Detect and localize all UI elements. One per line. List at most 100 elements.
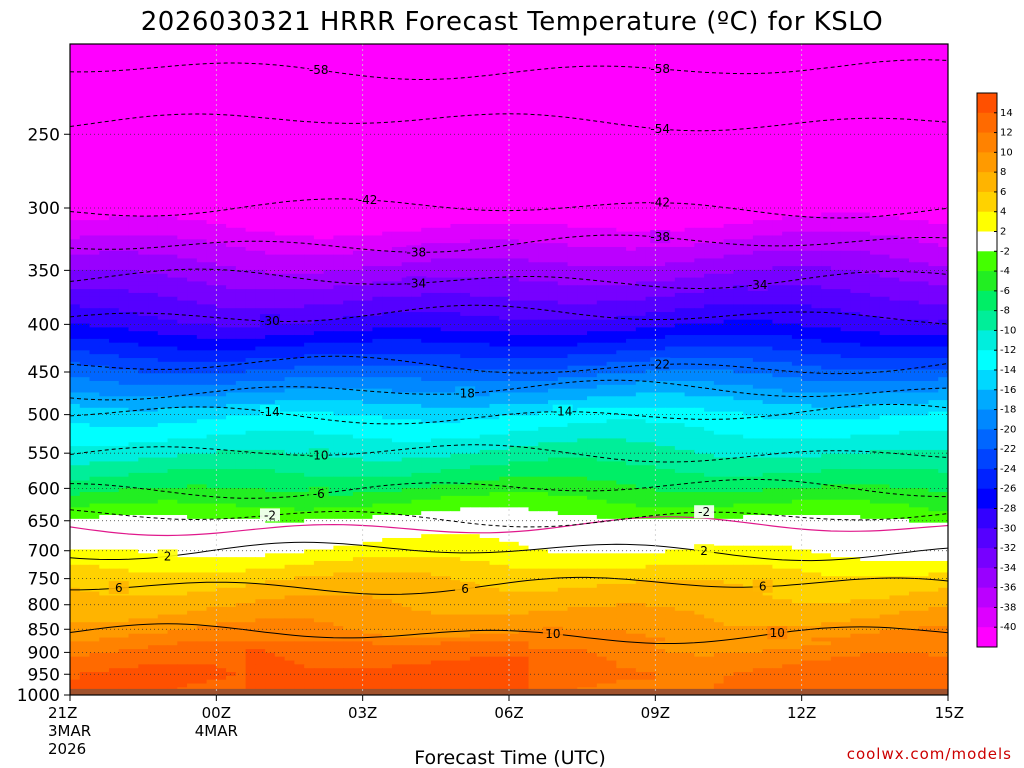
- temp-cell: [157, 212, 169, 217]
- temp-cell: [352, 63, 364, 68]
- temp-cell: [518, 74, 530, 80]
- temp-cell: [626, 89, 637, 95]
- temp-cell: [167, 212, 178, 217]
- temp-cell: [791, 51, 803, 57]
- temp-cell: [918, 105, 930, 110]
- temp-cell: [587, 89, 598, 95]
- temp-cell: [226, 143, 237, 148]
- temp-cell: [587, 212, 598, 217]
- temp-cell: [430, 227, 442, 233]
- temp-cell: [89, 147, 100, 152]
- temp-cell: [313, 201, 325, 206]
- temp-cell: [635, 78, 647, 83]
- temp-cell: [401, 193, 413, 198]
- temp-cell: [752, 112, 764, 118]
- temp-cell: [206, 66, 217, 72]
- temp-cell: [908, 101, 920, 106]
- temp-cell: [782, 223, 793, 229]
- temp-cell: [860, 93, 871, 99]
- temp-cell: [713, 101, 725, 106]
- temp-cell: [167, 70, 178, 76]
- temp-cell: [226, 78, 237, 83]
- temp-cell: [811, 105, 822, 110]
- temp-cell: [509, 120, 520, 126]
- temp-cell: [548, 185, 559, 191]
- temp-cell: [899, 155, 910, 160]
- temp-cell: [255, 44, 266, 49]
- temp-cell: [616, 204, 627, 210]
- temp-cell: [235, 116, 247, 122]
- temp-cell: [274, 112, 286, 118]
- temp-cell: [821, 63, 832, 68]
- temp-cell: [733, 185, 744, 191]
- temp-cell: [177, 59, 188, 64]
- temp-cell: [548, 97, 559, 103]
- temp-cell: [333, 204, 344, 210]
- temp-cell: [128, 158, 139, 164]
- temp-cell: [294, 158, 305, 164]
- temp-cell: [167, 166, 178, 171]
- temp-cell: [577, 197, 588, 202]
- temp-cell: [674, 63, 686, 68]
- temp-cell: [908, 86, 920, 91]
- temp-cell: [372, 243, 383, 248]
- temp-cell: [489, 101, 500, 106]
- temp-cell: [284, 128, 295, 133]
- temp-cell: [538, 78, 549, 83]
- temp-cell: [704, 220, 715, 225]
- temp-cell: [723, 128, 734, 133]
- temp-cell: [89, 243, 100, 248]
- temp-cell: [440, 216, 452, 221]
- temp-cell: [733, 204, 744, 210]
- temp-cell: [518, 44, 530, 49]
- temp-cell: [782, 178, 793, 183]
- temp-cell: [782, 93, 793, 99]
- temp-cell: [109, 235, 120, 240]
- temp-cell: [733, 155, 744, 160]
- temp-cell: [684, 151, 695, 156]
- temp-cell: [469, 174, 481, 179]
- temp-cell: [265, 47, 276, 53]
- temp-cell: [216, 220, 227, 225]
- temp-cell: [567, 82, 578, 87]
- temp-cell: [869, 128, 881, 133]
- temp-cell: [635, 55, 647, 60]
- temp-cell: [928, 132, 939, 137]
- temp-cell: [548, 120, 559, 126]
- temp-cell: [616, 216, 627, 221]
- temp-cell: [879, 250, 891, 256]
- temp-cell: [840, 155, 852, 160]
- temp-cell: [557, 109, 569, 114]
- temp-cell: [879, 166, 891, 171]
- temp-cell: [723, 151, 734, 156]
- temp-cell: [869, 89, 881, 95]
- temp-cell: [577, 47, 588, 53]
- temp-cell: [723, 158, 734, 164]
- temp-cell: [626, 170, 637, 175]
- temp-cell: [79, 63, 91, 68]
- temp-cell: [694, 47, 705, 53]
- temp-cell: [411, 220, 422, 225]
- temp-cell: [704, 143, 715, 148]
- temp-cell: [196, 181, 208, 187]
- temp-cell: [791, 181, 803, 187]
- temp-cell: [899, 212, 910, 217]
- temp-cell: [99, 197, 110, 202]
- temp-cell: [128, 181, 139, 187]
- temp-cell: [577, 120, 588, 126]
- temp-cell: [391, 220, 403, 225]
- temp-cell: [548, 105, 559, 110]
- temp-cell: [401, 101, 413, 106]
- temp-cell: [850, 201, 861, 206]
- temp-cell: [606, 135, 617, 141]
- temp-cell: [343, 66, 354, 72]
- temp-cell: [860, 162, 871, 168]
- temp-cell: [294, 74, 305, 80]
- temp-cell: [499, 47, 510, 53]
- temp-cell: [255, 243, 266, 248]
- temp-cell: [752, 55, 764, 60]
- temp-cell: [899, 181, 910, 187]
- temp-cell: [772, 178, 783, 183]
- temp-cell: [372, 189, 383, 194]
- temp-cell: [138, 220, 149, 225]
